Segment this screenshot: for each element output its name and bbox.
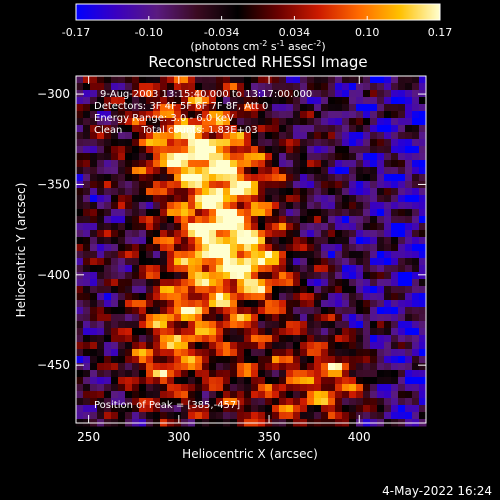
axes: 250 300 350 400 −300 −350 −400 −450 (37, 76, 426, 444)
colorbar-unit-label: (photons cm-2 s-1 asec-2) (190, 39, 325, 53)
x-tick-label: 350 (258, 430, 281, 444)
x-tick-label: 400 (348, 430, 371, 444)
annotation-method: Clean Total counts: 1.83E+03 (94, 125, 258, 136)
x-axis-label: Heliocentric X (arcsec) (182, 447, 318, 461)
colorbar-tick-label: 0.17 (428, 26, 453, 39)
plot-frame (75, 75, 427, 424)
colorbar-tick-label: 0.034 (279, 26, 311, 39)
y-axis-label: Heliocentric Y (arcsec) (14, 183, 28, 318)
y-tick-label: −400 (37, 268, 70, 282)
annotation-energy-range: Energy Range: 3.0 - 6.0 keV (94, 113, 234, 124)
colorbar-tick-label: -0.10 (135, 26, 163, 39)
annotation-peak-position: Position of Peak = [385,-457] (94, 400, 240, 411)
x-tick-label: 300 (167, 430, 190, 444)
colorbar-tick-label: -0.17 (62, 26, 90, 39)
colorbar-tick-label: 0.10 (355, 26, 380, 39)
annotations: 9-Aug-2003 13:15:40.000 to 13:17:00.000 … (94, 89, 312, 411)
chart-title: Reconstructed RHESSI Image (148, 53, 367, 71)
colorbar-ticks: -0.17 -0.10 -0.034 0.034 0.10 0.17 (62, 16, 452, 39)
colorbar-tick-label: -0.034 (204, 26, 239, 39)
x-tick-label: 250 (77, 430, 100, 444)
y-tick-label: −350 (37, 177, 70, 191)
y-tick-label: −300 (37, 87, 70, 101)
heatmap-image (76, 76, 427, 427)
annotation-time-range: 9-Aug-2003 13:15:40.000 to 13:17:00.000 (100, 89, 312, 100)
footer-timestamp: 4-May-2022 16:24 (382, 484, 492, 498)
colorbar: -0.17 -0.10 -0.034 0.034 0.10 0.17 (photons c… (62, 3, 452, 53)
annotation-detectors: Detectors: 3F 4F 5F 6F 7F 8F, Att 0 (94, 101, 268, 112)
y-tick-label: −450 (37, 358, 70, 372)
